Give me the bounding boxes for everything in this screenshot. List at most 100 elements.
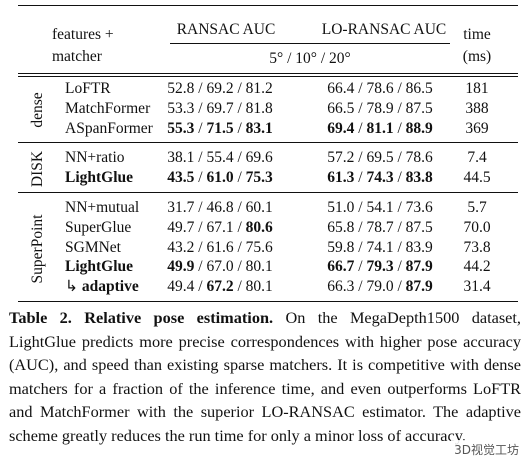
auc-value: 61.6 — [206, 238, 234, 256]
rule — [170, 43, 450, 44]
separator: / — [393, 258, 406, 276]
auc-value: 75.6 — [245, 238, 273, 256]
auc-value: 78.9 — [366, 99, 394, 117]
method-name: LightGlue — [65, 258, 134, 276]
separator: / — [354, 258, 367, 276]
auc-value: 86.5 — [405, 80, 433, 97]
separator: / — [393, 99, 406, 117]
rule — [18, 192, 518, 193]
auc-cell: 69.4 / 81.1 / 88.9 — [327, 119, 433, 139]
auc-cell: 31.7 / 46.8 / 60.1 — [167, 198, 273, 218]
watermark: 3D视觉工坊 — [451, 440, 522, 459]
method: LightGlue — [65, 257, 133, 277]
method-name: LightGlue — [65, 169, 134, 187]
time: 73.8 — [463, 238, 491, 256]
caption-text: On the MegaDepth1500 dataset, LightGlue … — [9, 308, 521, 445]
auc-value: 67.2 — [206, 278, 234, 296]
separator: / — [194, 99, 207, 117]
auc-value: 69.7 — [206, 99, 234, 117]
time: 388 — [465, 99, 489, 117]
separator: / — [233, 119, 246, 137]
auc-value: 55.3 — [167, 119, 195, 137]
auc-cell: 57.2 / 69.5 / 78.6 — [327, 148, 433, 168]
auc-value: 66.3 — [327, 278, 355, 296]
auc-cell: 65.8 / 78.7 / 87.5 — [327, 218, 433, 238]
auc-cell: 43.5 / 61.0 / 75.3 — [167, 168, 273, 188]
auc-value: 83.9 — [405, 238, 433, 256]
auc-value: 69.4 — [327, 119, 355, 137]
time: 31.4 — [463, 278, 491, 296]
separator: / — [393, 278, 406, 296]
method: ↳ adaptive — [65, 277, 139, 297]
separator: / — [194, 258, 207, 276]
header: 5° / 10° / 20° — [269, 50, 351, 67]
method: LightGlue — [65, 168, 133, 188]
rule — [18, 76, 518, 77]
method-name: MatchFormer — [65, 99, 151, 117]
auc-value: 54.1 — [366, 199, 394, 216]
auc-value: 81.1 — [366, 119, 394, 137]
separator: / — [233, 80, 246, 97]
method-name: adaptive — [81, 278, 139, 296]
auc-value: 67.0 — [206, 258, 234, 276]
header: time — [463, 26, 491, 43]
separator: / — [393, 238, 406, 256]
method-name: NN+ratio — [65, 149, 125, 167]
auc-value: 69.6 — [245, 149, 273, 167]
header: LO-RANSAC AUC — [321, 21, 447, 38]
separator: / — [233, 169, 246, 187]
auc-value: 51.0 — [327, 199, 355, 216]
auc-value: 88.9 — [405, 119, 433, 137]
auc-value: 59.8 — [327, 238, 355, 256]
auc-value: 43.2 — [167, 238, 195, 256]
method: NN+mutual — [65, 198, 139, 218]
separator: / — [393, 218, 406, 236]
method: ASpanFormer — [65, 119, 153, 139]
separator: / — [354, 80, 367, 97]
auc-value: 55.4 — [206, 149, 234, 167]
auc-cell: 59.8 / 74.1 / 83.9 — [327, 238, 433, 258]
separator: / — [233, 238, 246, 256]
method: SuperGlue — [65, 218, 131, 238]
auc-value: 87.5 — [405, 218, 433, 236]
separator: / — [233, 218, 246, 236]
auc-value: 67.1 — [206, 218, 234, 236]
auc-cell: 49.4 / 67.2 / 80.1 — [167, 277, 273, 297]
separator: / — [233, 149, 246, 167]
auc-value: 80.1 — [245, 278, 273, 296]
time: 369 — [465, 119, 489, 137]
separator: / — [194, 278, 207, 296]
auc-value: 79.3 — [366, 258, 394, 276]
auc-value: 61.0 — [206, 169, 234, 187]
header: (ms) — [462, 48, 492, 65]
auc-value: 78.6 — [405, 149, 433, 167]
auc-value: 31.7 — [167, 199, 195, 216]
method-name: SGMNet — [65, 238, 121, 256]
auc-value: 66.5 — [327, 99, 355, 117]
separator: / — [233, 278, 246, 296]
auc-value: 87.9 — [405, 258, 433, 276]
separator: / — [354, 238, 367, 256]
caption-title: Relative pose estimation. — [84, 308, 274, 327]
auc-value: 83.8 — [405, 169, 433, 187]
rule — [18, 301, 518, 302]
auc-value: 57.2 — [327, 149, 355, 167]
auc-value: 78.6 — [366, 80, 394, 97]
auc-cell: 43.2 / 61.6 / 75.6 — [167, 238, 273, 258]
time: 7.4 — [467, 149, 487, 167]
auc-value: 87.5 — [405, 99, 433, 117]
auc-cell: 55.3 / 71.5 / 83.1 — [167, 119, 273, 139]
auc-value: 43.5 — [167, 169, 195, 187]
auc-cell: 53.3 / 69.7 / 81.8 — [167, 99, 273, 119]
method-name: SuperGlue — [65, 218, 132, 236]
auc-value: 87.9 — [405, 278, 433, 296]
separator: / — [354, 99, 367, 117]
auc-value: 38.1 — [167, 149, 195, 167]
method: MatchFormer — [65, 99, 150, 119]
auc-value: 78.7 — [366, 218, 394, 236]
auc-cell: 52.8 / 69.2 / 81.2 — [167, 79, 273, 99]
caption: Table 2. Relative pose estimation. On th… — [9, 306, 521, 448]
caption-label: Table 2. — [9, 308, 72, 327]
auc-value: 52.8 — [167, 80, 195, 97]
separator: / — [194, 169, 207, 187]
